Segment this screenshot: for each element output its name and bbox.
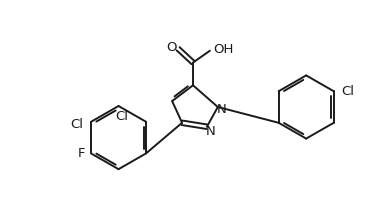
Text: Cl: Cl — [115, 110, 128, 123]
Text: N: N — [206, 125, 216, 138]
Text: F: F — [77, 147, 85, 160]
Text: O: O — [166, 41, 176, 54]
Text: Cl: Cl — [71, 118, 84, 131]
Text: N: N — [217, 103, 227, 116]
Text: Cl: Cl — [341, 85, 354, 98]
Text: OH: OH — [213, 43, 234, 56]
